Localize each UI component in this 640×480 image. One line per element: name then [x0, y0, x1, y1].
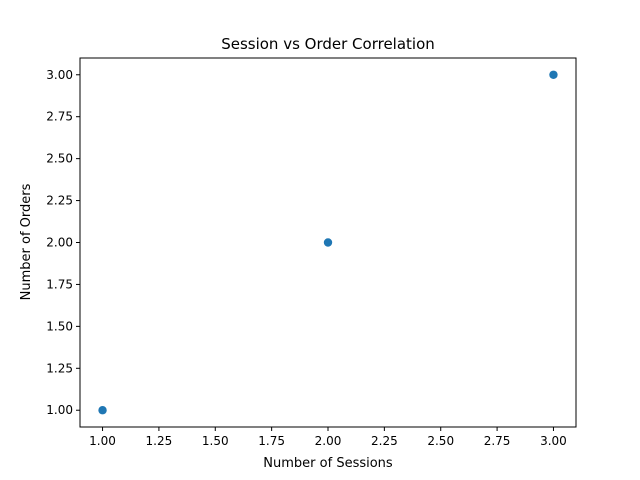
x-tick-label: 1.50: [202, 434, 229, 448]
x-tick-label: 2.00: [315, 434, 342, 448]
x-tick-label: 1.25: [146, 434, 173, 448]
x-tick-label: 3.00: [540, 434, 567, 448]
x-tick-label: 2.75: [484, 434, 511, 448]
x-tick-label: 1.00: [89, 434, 116, 448]
y-tick-label: 2.50: [46, 152, 73, 166]
y-tick-label: 1.00: [46, 403, 73, 417]
x-axis: 1.00 1.25 1.50 1.75 2.00 2.25 2.50 2.75 3.00: [89, 427, 567, 448]
y-tick-label: 1.25: [46, 361, 73, 375]
x-tick-label: 2.25: [371, 434, 398, 448]
data-points: [98, 70, 558, 415]
chart-title: Session vs Order Correlation: [221, 35, 435, 53]
x-tick-label: 1.75: [258, 434, 285, 448]
y-tick-label: 3.00: [46, 68, 73, 82]
y-tick-label: 2.75: [46, 110, 73, 124]
y-axis-label: Number of Orders: [19, 183, 34, 300]
scatter-point: [549, 70, 558, 79]
scatter-point: [323, 238, 333, 247]
y-tick-label: 1.50: [46, 319, 73, 333]
scatter-point: [98, 406, 107, 415]
x-tick-label: 2.50: [427, 434, 454, 448]
y-tick-label: 2.00: [46, 236, 73, 250]
y-tick-label: 2.25: [46, 194, 73, 208]
y-axis: 1.00 1.25 1.50 1.75 2.00 2.25 2.50 2.75 3.00: [46, 68, 80, 417]
x-axis-label: Number of Sessions: [263, 456, 393, 471]
y-tick-label: 1.75: [46, 277, 73, 291]
